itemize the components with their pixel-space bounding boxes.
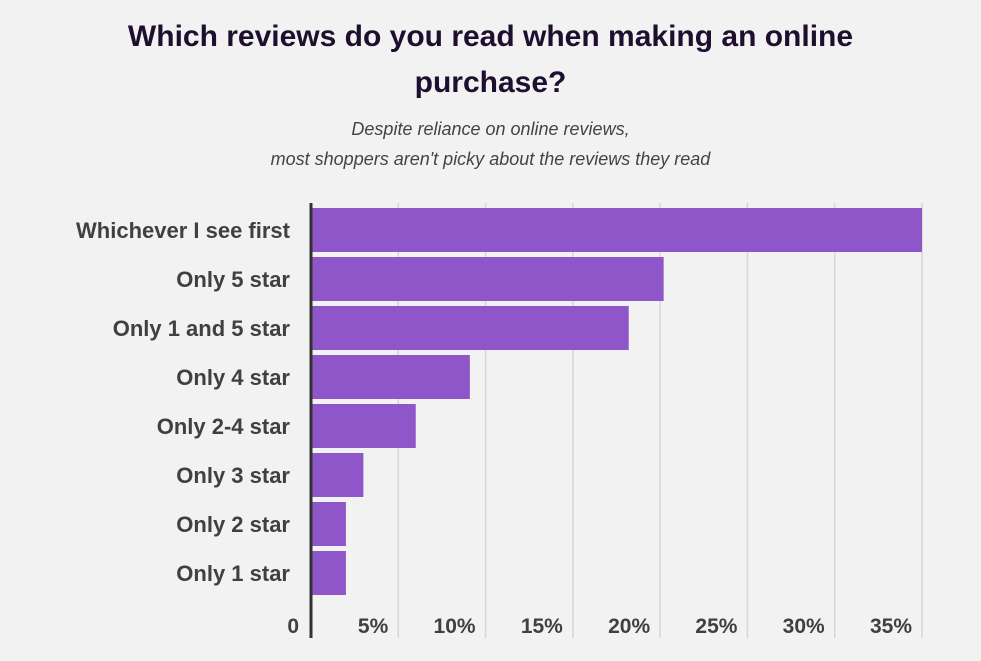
- category-label: Only 3 star: [176, 463, 290, 488]
- bar-3: [311, 355, 470, 399]
- bars: [311, 208, 922, 595]
- chart-subtitle-line-1: Despite reliance on online reviews,: [351, 119, 630, 139]
- bar-0: [311, 208, 922, 252]
- category-label: Only 1 star: [176, 561, 290, 586]
- category-label: Only 4 star: [176, 365, 290, 390]
- x-tick-label: 25%: [695, 615, 737, 638]
- chart-title-line-1: Which reviews do you read when making an…: [127, 20, 854, 53]
- x-tick-label: 15%: [521, 615, 563, 638]
- x-tick-label: 10%: [434, 615, 476, 638]
- category-label: Only 5 star: [176, 267, 290, 292]
- category-label: Only 2 star: [176, 512, 290, 537]
- chart-subtitle-line-2: most shoppers aren't picky about the rev…: [270, 149, 711, 169]
- category-label: Only 1 and 5 star: [113, 316, 291, 341]
- bar-6: [311, 502, 346, 546]
- category-label: Whichever I see first: [76, 218, 291, 243]
- x-tick-label: 20%: [608, 615, 650, 638]
- chart-title-line-2: purchase?: [414, 66, 567, 99]
- x-axis-tick-labels: 0 5% 10% 15% 20% 25% 30% 35%: [287, 615, 912, 638]
- x-tick-label: 0: [287, 615, 299, 638]
- bar-4: [311, 404, 416, 448]
- bar-1: [311, 257, 664, 301]
- chart-subtitle: Despite reliance on online reviews, most…: [0, 114, 981, 174]
- x-tick-label: 35%: [870, 615, 912, 638]
- category-label: Only 2-4 star: [157, 414, 291, 439]
- x-tick-label: 5%: [358, 615, 389, 638]
- bar-7: [311, 551, 346, 595]
- x-tick-label: 30%: [783, 615, 825, 638]
- bar-2: [311, 306, 629, 350]
- chart-title: Which reviews do you read when making an…: [0, 14, 981, 106]
- category-labels: Whichever I see first Only 5 star Only 1 a…: [76, 218, 291, 586]
- bar-5: [311, 453, 364, 497]
